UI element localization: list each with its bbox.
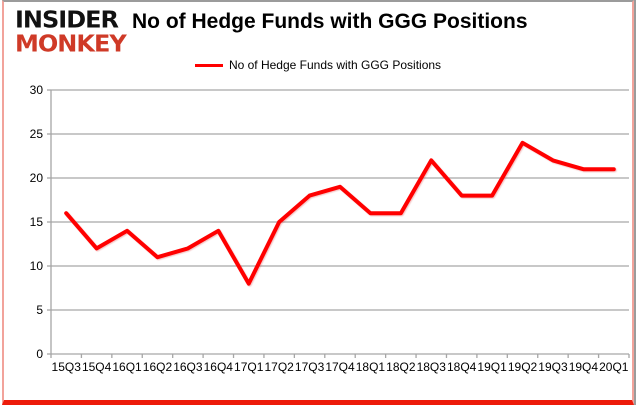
x-tick-label: 20Q1 (599, 360, 629, 374)
logo-text-monkey: MONKEY (15, 30, 127, 57)
series-line (64, 140, 616, 286)
x-tick-label: 19Q1 (477, 360, 507, 374)
x-tick-label: 15Q4 (82, 360, 112, 374)
x-tick-label: 17Q3 (295, 360, 325, 374)
y-tick-label: 0 (36, 347, 43, 361)
x-tick-label: 18Q1 (356, 360, 386, 374)
x-tick-label: 17Q2 (264, 360, 294, 374)
x-tick-label: 18Q2 (386, 360, 416, 374)
line-chart: 0 5 10 15 20 25 30 15Q3 15Q4 16Q1 16Q2 16Q3 16Q4 17Q1… (30, 83, 630, 374)
y-tick-label: 30 (30, 83, 44, 97)
legend-line-swatch (194, 63, 223, 67)
x-tick-label: 18Q3 (417, 360, 447, 374)
x-tick-label: 17Q1 (234, 360, 264, 374)
x-tick-label: 19Q2 (508, 360, 538, 374)
chart-title: No of Hedge Funds with GGG Positions (132, 10, 528, 33)
x-tick-label: 16Q1 (112, 360, 142, 374)
legend-series-label: No of Hedge Funds with GGG Positions (228, 58, 442, 72)
x-tick-label: 19Q3 (538, 360, 568, 374)
x-tick-label: 16Q3 (173, 360, 203, 374)
y-tick-label: 5 (36, 303, 43, 317)
y-tick-label: 15 (30, 215, 44, 229)
legend: No of Hedge Funds with GGG Positions (4, 58, 632, 72)
insider-monkey-logo: INSIDER MONKEY (15, 6, 127, 57)
x-tick-label: 15Q3 (52, 360, 82, 374)
x-tick-label: 18Q4 (447, 360, 477, 374)
y-tick-label: 25 (30, 127, 44, 141)
x-tick-label: 19Q4 (569, 360, 599, 374)
y-tick-label: 10 (30, 259, 44, 273)
logo-text-insider: INSIDER (15, 6, 119, 34)
y-tick-label: 20 (30, 171, 44, 185)
x-tick-label: 17Q4 (325, 360, 355, 374)
x-tick-label: 16Q4 (204, 360, 234, 374)
x-tick-label: 16Q2 (143, 360, 173, 374)
